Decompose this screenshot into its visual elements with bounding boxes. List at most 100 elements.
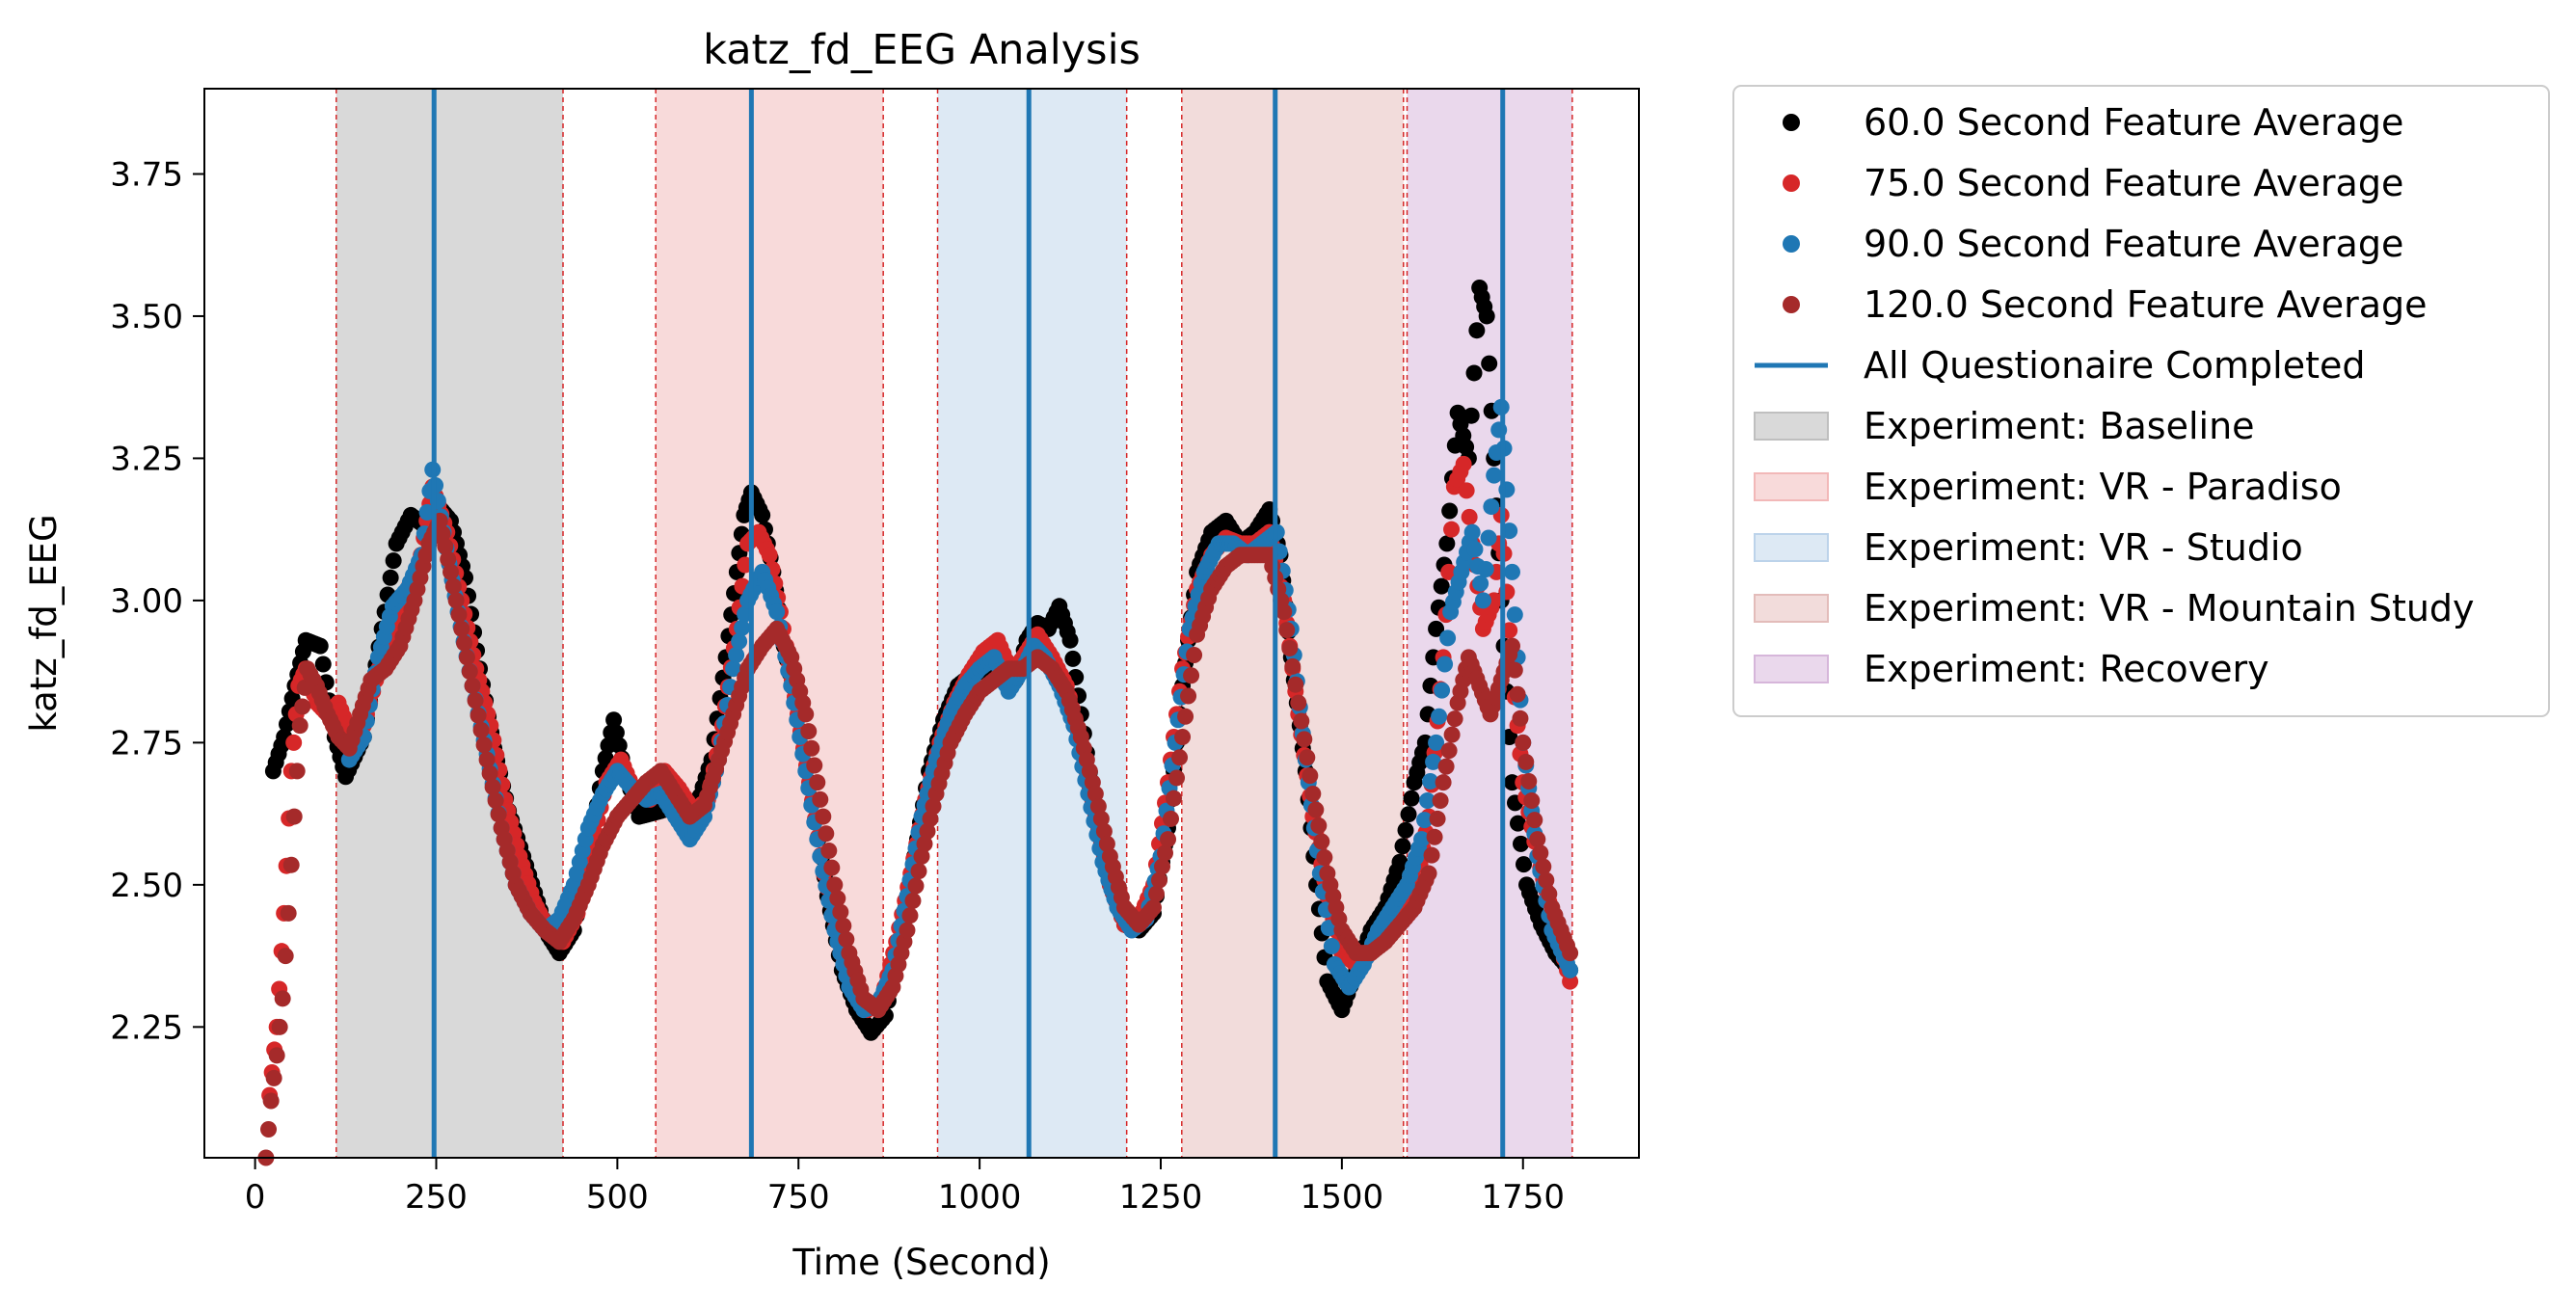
data-point — [450, 606, 468, 624]
legend-label: Experiment: VR - Mountain Study — [1864, 587, 2475, 629]
legend-label: Experiment: VR - Paradiso — [1864, 466, 2342, 508]
data-point — [1290, 694, 1307, 711]
data-point — [1532, 844, 1549, 862]
data-point — [916, 835, 933, 852]
data-point — [1515, 734, 1532, 751]
data-point — [1064, 650, 1082, 667]
data-point — [1486, 467, 1503, 484]
data-point — [1434, 682, 1451, 699]
data-point — [456, 634, 473, 652]
x-tick-label: 1250 — [1119, 1178, 1203, 1217]
data-point — [1177, 708, 1194, 725]
data-point — [1423, 846, 1440, 864]
legend-patch — [1754, 594, 1829, 623]
data-point — [1429, 810, 1446, 827]
data-point — [800, 723, 818, 740]
data-point — [288, 763, 306, 780]
data-point — [478, 751, 496, 768]
data-point — [832, 903, 849, 921]
data-point — [1535, 858, 1552, 875]
data-point — [1431, 708, 1448, 725]
data-point — [1517, 753, 1535, 770]
data-point — [1455, 455, 1472, 472]
data-point — [1171, 749, 1189, 766]
span-experiment-baseline — [335, 89, 563, 1158]
data-point — [1150, 871, 1167, 889]
data-point — [1281, 639, 1299, 656]
data-point — [1526, 812, 1543, 829]
data-point — [434, 525, 451, 543]
data-point — [1316, 849, 1333, 867]
data-point — [1299, 749, 1316, 766]
data-point — [1465, 364, 1483, 382]
legend: 60.0 Second Feature Average 75.0 Second F… — [1732, 85, 2550, 717]
data-point — [901, 907, 919, 924]
legend-label: 120.0 Second Feature Average — [1864, 283, 2428, 326]
data-point — [1147, 885, 1165, 902]
data-point — [1474, 592, 1491, 609]
data-point — [437, 538, 454, 555]
y-tick-label: 2.50 — [110, 867, 183, 905]
series-120-0-second-feature-average — [257, 512, 1579, 1166]
data-point — [1400, 806, 1417, 823]
data-point — [1307, 801, 1325, 818]
data-point — [1089, 797, 1107, 815]
data-point — [1438, 535, 1456, 552]
data-point — [1426, 828, 1443, 845]
data-point — [1287, 676, 1304, 693]
data-point — [1095, 822, 1113, 840]
legend-marker — [1783, 174, 1800, 192]
data-point — [1523, 792, 1541, 810]
data-point — [1562, 961, 1579, 978]
data-point — [1301, 767, 1319, 785]
data-point — [1503, 637, 1520, 655]
data-point — [1458, 482, 1475, 499]
plot-frame — [203, 88, 1640, 1159]
data-point — [1440, 563, 1458, 580]
data-point — [806, 757, 823, 774]
data-point — [260, 1121, 278, 1138]
data-point — [1439, 629, 1457, 647]
legend-patch — [1754, 533, 1829, 562]
data-point — [904, 892, 922, 909]
data-point — [728, 647, 745, 664]
data-point — [1166, 790, 1183, 807]
data-point — [464, 677, 481, 694]
data-point — [913, 847, 930, 865]
data-point — [314, 656, 332, 673]
legend-patch — [1754, 655, 1829, 683]
data-point — [447, 592, 465, 609]
data-point — [294, 698, 311, 715]
data-point — [1506, 661, 1523, 679]
data-point — [444, 577, 462, 595]
data-point — [1483, 498, 1500, 516]
data-point — [490, 806, 507, 823]
data-point — [285, 734, 303, 751]
data-point — [461, 663, 478, 681]
data-point — [484, 778, 501, 795]
data-point — [458, 649, 475, 666]
data-point — [823, 859, 841, 876]
data-point — [1440, 742, 1458, 760]
legend-box — [1732, 85, 2550, 717]
questionnaire-lines — [431, 89, 1506, 1158]
data-point — [467, 692, 484, 710]
data-point — [291, 717, 309, 735]
legend-label: 90.0 Second Feature Average — [1864, 223, 2403, 265]
legend-marker — [1783, 296, 1800, 313]
data-point — [815, 808, 832, 825]
data-point — [1183, 667, 1200, 684]
data-point — [734, 619, 751, 636]
data-point — [597, 750, 614, 767]
data-point — [922, 810, 939, 827]
data-point — [1304, 785, 1322, 802]
data-point — [803, 739, 820, 757]
legend-patch — [1754, 412, 1829, 441]
data-point — [1480, 529, 1497, 547]
data-point — [820, 842, 838, 859]
data-point — [1144, 898, 1162, 916]
data-point — [282, 856, 300, 873]
data-point — [835, 917, 852, 934]
data-point — [1501, 728, 1518, 745]
data-point — [1441, 502, 1459, 520]
